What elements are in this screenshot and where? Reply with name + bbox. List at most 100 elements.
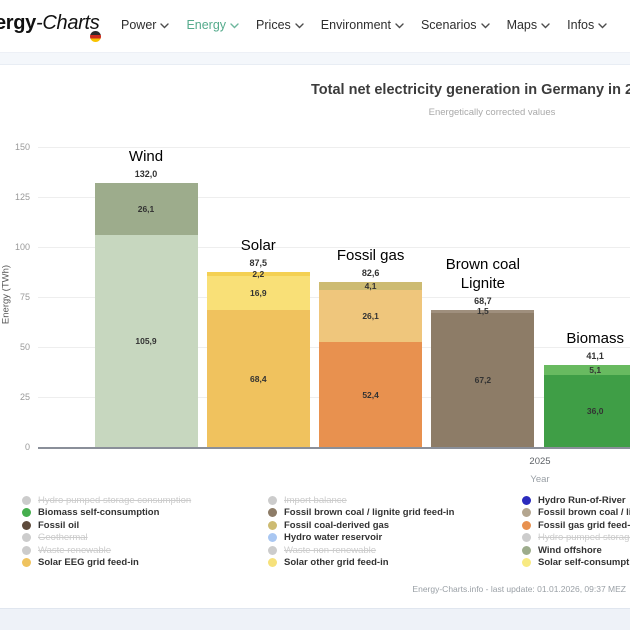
chevron-down-icon: [480, 23, 490, 29]
legend-item-label: Fossil oil: [38, 519, 80, 531]
nav-item-label: Power: [121, 18, 157, 32]
bar-segment[interactable]: 36,0: [543, 375, 630, 447]
legend-item-waste-renewable[interactable]: Waste renewable: [22, 545, 111, 556]
nav-item-prices[interactable]: Prices: [256, 18, 304, 32]
bar-segment-value: 36,0: [586, 406, 604, 416]
legend-dot-icon: [522, 520, 531, 530]
bar-total-value: 132,0: [134, 169, 158, 179]
y-axis-tick: 25: [19, 392, 30, 402]
bar-category-label: Solar: [240, 237, 276, 254]
logo-text-bold: Energy: [0, 12, 37, 34]
nav-item-power[interactable]: Power: [121, 18, 170, 32]
german-flag-icon: [90, 31, 101, 42]
legend-item-fossil-oil[interactable]: Fossil oil: [22, 520, 79, 531]
gridline: [38, 197, 630, 198]
bar-segment[interactable]: 26,1: [319, 290, 423, 343]
legend-item-fossil-gas-grid-feed-in[interactable]: Fossil gas grid feed-in: [522, 520, 630, 531]
nav-item-scenarios[interactable]: Scenarios: [421, 18, 490, 32]
bar-segment-value: 26,1: [137, 204, 155, 215]
bar-segment[interactable]: 1,5: [431, 306, 535, 316]
bar-segment[interactable]: 5,1: [543, 364, 630, 375]
bar-segment[interactable]: 67,2: [431, 312, 535, 447]
legend-item-label: Hydro water reservoir: [284, 532, 383, 544]
nav-item-label: Infos: [567, 18, 595, 32]
legend-dot-icon: [22, 508, 31, 518]
bar-category-label: Brown coal Lignite: [445, 255, 520, 292]
chevron-down-icon: [395, 23, 404, 29]
y-axis-tick: 0: [24, 442, 30, 452]
legend-item-fossil-coal-derived-gas[interactable]: Fossil coal-derived gas: [268, 520, 389, 531]
bar-total-value: 82,6: [361, 267, 380, 278]
legend-item-solar-eeg-grid-feed-in[interactable]: Solar EEG grid feed-in: [22, 557, 139, 568]
legend-item-label: Solar self-consumption: [538, 557, 630, 569]
chevron-down-icon: [295, 23, 304, 29]
legend-dot-icon: [22, 545, 31, 555]
y-axis-tick: 125: [14, 192, 30, 202]
legend-item-label: Waste non-renewable: [284, 544, 377, 556]
legend-item-hydro-pumped-storage-consumption[interactable]: Hydro pumped storage consumption: [22, 495, 191, 506]
bar-category-label: Biomass: [566, 329, 624, 347]
bar-total-value: 87,5: [249, 258, 268, 268]
bar-segment-value: 68,4: [250, 373, 267, 384]
nav-item-energy[interactable]: Energy: [186, 18, 239, 32]
bar-group-fossil-gas[interactable]: 52,4 26,1 4,1 82,6 Fossil gas: [319, 0, 423, 447]
legend-item-fossil-brown-coal-lignite-self-consumption[interactable]: Fossil brown coal / lignite self-consump…: [522, 507, 630, 518]
legend-item-label: Solar other grid feed-in: [284, 557, 389, 569]
bar-segment-value: 4,1: [364, 280, 377, 291]
gridline: [38, 147, 630, 148]
bar-segment[interactable]: 105,9: [94, 235, 198, 447]
nav-item-infos[interactable]: Infos: [567, 18, 607, 32]
legend-item-label: Fossil brown coal / lignite self-consump…: [538, 507, 630, 519]
legend-item-label: Biomass self-consumption: [38, 507, 160, 519]
legend-item-hydro-water-reservoir[interactable]: Hydro water reservoir: [268, 532, 382, 543]
bar-segment[interactable]: 16,9: [206, 276, 310, 311]
nav-item-label: Energy: [186, 18, 227, 32]
legend-dot-icon: [22, 520, 31, 530]
legend-item-biomass-self-consumption[interactable]: Biomass self-consumption: [22, 507, 159, 518]
legend-item-hydro-run-of-river[interactable]: Hydro Run-of-River: [522, 495, 626, 506]
legend-item-import-balance[interactable]: Import balance: [268, 495, 347, 506]
legend-item-solar-self-consumption[interactable]: Solar self-consumption: [522, 557, 630, 568]
legend-dot-icon: [522, 495, 531, 505]
chevron-down-icon: [598, 23, 607, 29]
bar-segment-value: 5,1: [589, 364, 602, 375]
legend-dot-icon: [268, 520, 277, 530]
legend-item-fossil-brown-coal-lignite-grid-feed-in[interactable]: Fossil brown coal / lignite grid feed-in: [268, 507, 455, 518]
bar-segment[interactable]: 2,2: [206, 269, 310, 280]
legend-item-geothermal[interactable]: Geothermal: [22, 532, 88, 543]
bar-group-biomass[interactable]: 36,0 5,1 41,1 Biomass: [543, 0, 630, 447]
legend-dot-icon: [268, 545, 277, 555]
bar-segment[interactable]: 4,1: [319, 280, 423, 291]
legend-item-label: Hydro pumped storage: [538, 532, 630, 544]
chart-subtitle: Energetically corrected values: [428, 107, 556, 118]
legend-item-label: Hydro pumped storage consumption: [38, 494, 192, 506]
bar-segment-value: 26,1: [362, 311, 379, 322]
bar-segment[interactable]: 26,1: [94, 183, 198, 236]
legend-item-label: Solar EEG grid feed-in: [38, 557, 139, 569]
legend-dot-icon: [22, 558, 31, 568]
legend-item-wind-offshore[interactable]: Wind offshore: [522, 545, 602, 556]
bar-segment-value: 1,5: [476, 306, 489, 317]
legend-item-waste-non-renewable[interactable]: Waste non-renewable: [268, 545, 376, 556]
bar-group-brown-coal-lignite[interactable]: 67,2 1,5 68,7 Brown coal Lignite: [431, 0, 535, 447]
gridline: [38, 247, 630, 248]
chevron-down-icon: [160, 23, 170, 29]
bar-group-solar[interactable]: 68,4 16,9 2,2 87,5 Solar: [206, 0, 310, 447]
nav-item-label: Scenarios: [420, 18, 477, 32]
legend-dot-icon: [268, 508, 277, 518]
nav-item-maps[interactable]: Maps: [507, 18, 551, 32]
legend-item-label: Import balance: [284, 494, 347, 506]
legend-item-label: Waste renewable: [38, 544, 112, 556]
bar-segment-value: 2,2: [252, 269, 265, 280]
bar-segment[interactable]: 52,4: [319, 342, 423, 447]
bar-group-wind[interactable]: 105,9 26,1 132,0 Wind: [94, 0, 198, 447]
bar-segment-value: 16,9: [250, 288, 267, 299]
energy-charts-logo[interactable]: Energy-Charts: [0, 12, 100, 35]
nav-item-environment[interactable]: Environment: [321, 18, 404, 32]
legend-item-hydro-pumped-storage[interactable]: Hydro pumped storage: [522, 532, 630, 543]
bar-segment[interactable]: 68,4: [206, 310, 310, 447]
legend-item-solar-other-grid-feed-in[interactable]: Solar other grid feed-in: [268, 557, 389, 568]
y-axis-tick: 75: [19, 292, 30, 302]
y-axis-tick: 150: [14, 142, 30, 152]
bar-category-label: Fossil gas: [336, 246, 405, 264]
